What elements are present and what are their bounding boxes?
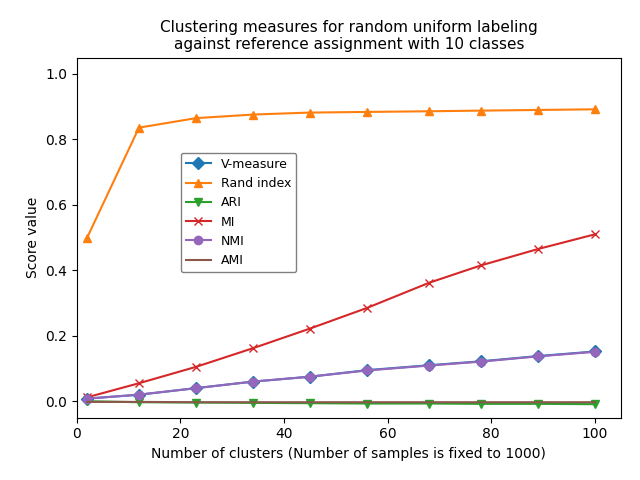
NMI	[135, 392, 143, 397]
V-measure	[425, 362, 433, 368]
V-measure	[306, 374, 314, 380]
MI	[534, 246, 541, 252]
AMI	[477, 399, 484, 405]
NMI	[591, 349, 599, 355]
ARI	[83, 398, 91, 404]
ARI	[249, 400, 257, 406]
X-axis label: Number of clusters (Number of samples is fixed to 1000): Number of clusters (Number of samples is…	[152, 447, 546, 461]
AMI	[425, 399, 433, 405]
Legend: V-measure, Rand index, ARI, MI, NMI, AMI: V-measure, Rand index, ARI, MI, NMI, AMI	[181, 153, 296, 272]
V-measure	[249, 379, 257, 384]
MI	[591, 231, 599, 237]
Line: ARI: ARI	[83, 397, 599, 408]
Title: Clustering measures for random uniform labeling
against reference assignment wit: Clustering measures for random uniform l…	[160, 20, 538, 52]
V-measure	[83, 396, 91, 401]
Rand index	[83, 235, 91, 240]
AMI	[249, 399, 257, 405]
Rand index	[192, 115, 200, 121]
V-measure	[363, 367, 371, 373]
ARI	[534, 401, 541, 407]
AMI	[83, 399, 91, 405]
Rand index	[306, 110, 314, 116]
ARI	[192, 400, 200, 406]
AMI	[306, 399, 314, 405]
V-measure	[192, 385, 200, 391]
NMI	[363, 368, 371, 373]
Line: NMI: NMI	[83, 348, 599, 403]
Rand index	[135, 125, 143, 131]
V-measure	[135, 392, 143, 397]
ARI	[135, 399, 143, 405]
V-measure	[591, 348, 599, 354]
Line: V-measure: V-measure	[83, 348, 599, 403]
AMI	[135, 399, 143, 405]
ARI	[425, 401, 433, 407]
NMI	[306, 374, 314, 380]
Rand index	[591, 107, 599, 112]
Rand index	[477, 108, 484, 113]
NMI	[425, 363, 433, 369]
Y-axis label: Score value: Score value	[26, 197, 40, 278]
Rand index	[425, 108, 433, 114]
MI	[249, 345, 257, 351]
MI	[363, 305, 371, 311]
ARI	[306, 400, 314, 406]
MI	[192, 364, 200, 370]
NMI	[477, 359, 484, 364]
ARI	[363, 401, 371, 407]
ARI	[591, 401, 599, 407]
Rand index	[534, 107, 541, 113]
MI	[83, 395, 91, 400]
Rand index	[363, 109, 371, 115]
AMI	[363, 399, 371, 405]
Rand index	[249, 112, 257, 118]
MI	[135, 380, 143, 386]
Line: Rand index: Rand index	[83, 105, 599, 242]
NMI	[192, 385, 200, 391]
Line: MI: MI	[83, 230, 599, 401]
MI	[477, 263, 484, 268]
NMI	[249, 379, 257, 384]
NMI	[83, 396, 91, 401]
ARI	[477, 401, 484, 407]
V-measure	[534, 353, 541, 359]
AMI	[534, 399, 541, 405]
AMI	[192, 399, 200, 405]
NMI	[534, 353, 541, 359]
V-measure	[477, 359, 484, 364]
AMI	[591, 399, 599, 405]
MI	[425, 280, 433, 286]
MI	[306, 326, 314, 332]
